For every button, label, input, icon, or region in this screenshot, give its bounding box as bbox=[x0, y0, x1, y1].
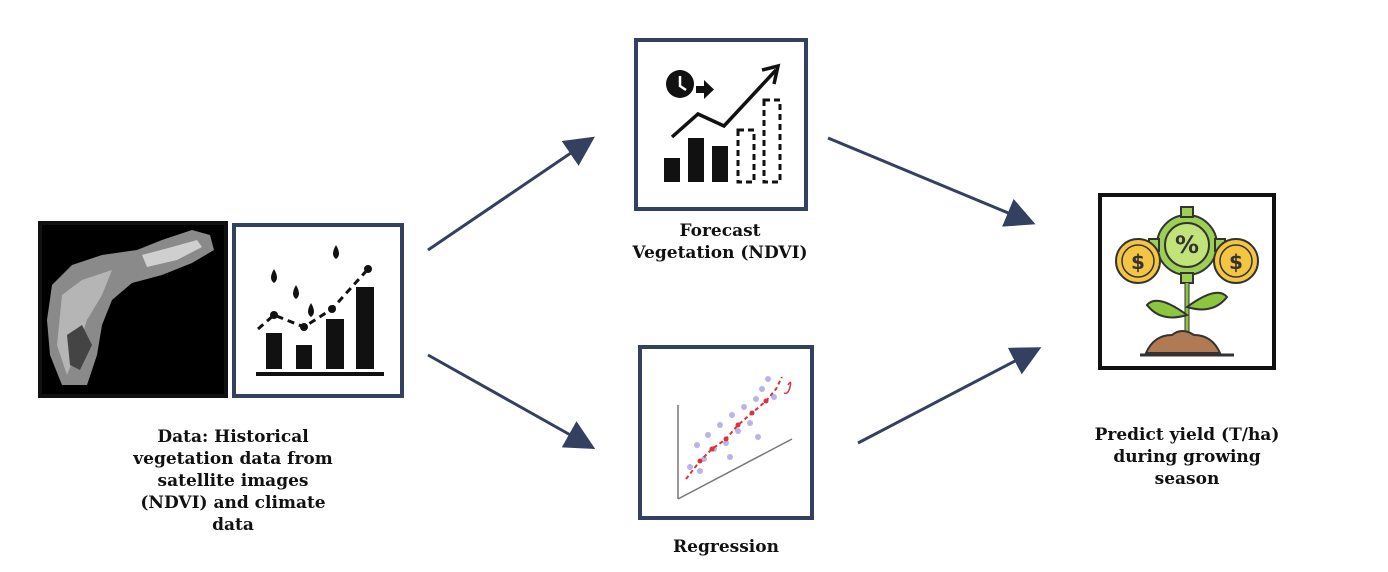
satellite-image-icon bbox=[42, 225, 224, 394]
yield-box: % $ $ bbox=[1098, 193, 1276, 370]
satellite-image-box bbox=[38, 221, 228, 398]
forecast-chart-icon bbox=[664, 63, 782, 184]
svg-text:$: $ bbox=[1229, 250, 1243, 274]
climate-chart-box bbox=[232, 223, 404, 398]
arrow-data-to-regression bbox=[427, 353, 596, 449]
yield-money-plant-icon: % $ $ bbox=[1115, 206, 1259, 357]
gear-icon: % bbox=[1148, 206, 1226, 284]
regression-label: Regression bbox=[673, 537, 779, 557]
regression-plot-icon bbox=[677, 376, 793, 500]
climate-chart-icon bbox=[256, 245, 384, 376]
forecast-label: Forecast Vegetation (NDVI) bbox=[632, 221, 808, 263]
regression-box bbox=[638, 345, 814, 520]
arrow-regression-to-yield bbox=[857, 347, 1042, 445]
arrow-data-to-forecast bbox=[427, 136, 595, 252]
coin-icon: $ $ bbox=[1115, 238, 1259, 284]
predict-label: Predict yield (T/ha) during growing seas… bbox=[1094, 425, 1280, 489]
svg-text:$: $ bbox=[1131, 250, 1145, 274]
data-label: Data: Historical vegetation data from sa… bbox=[133, 427, 333, 535]
forecast-box bbox=[634, 38, 808, 211]
svg-text:%: % bbox=[1175, 231, 1199, 259]
arrow-forecast-to-yield bbox=[827, 136, 1036, 227]
